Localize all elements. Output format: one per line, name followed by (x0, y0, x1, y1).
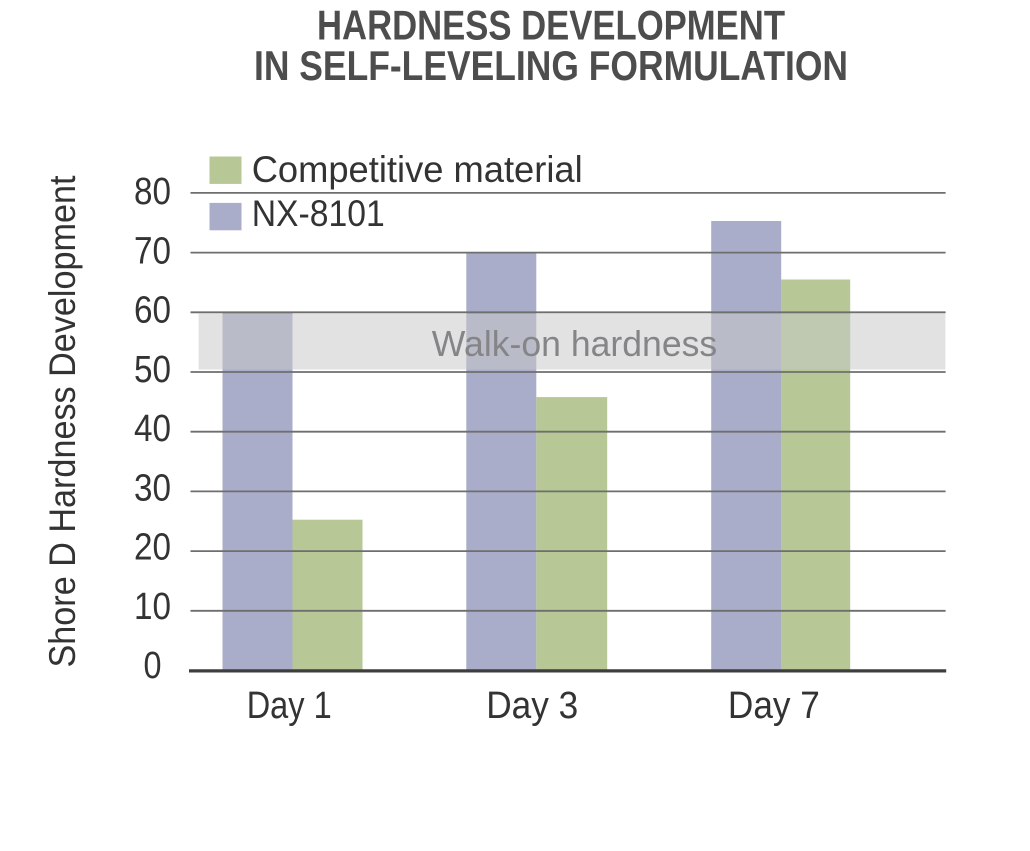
svg-text:50: 50 (134, 349, 171, 391)
svg-text:80: 80 (134, 171, 171, 213)
svg-text:0: 0 (144, 645, 162, 687)
svg-text:70: 70 (134, 230, 171, 272)
svg-text:IN SELF-LEVELING FORMULATION: IN SELF-LEVELING FORMULATION (254, 42, 848, 89)
svg-text:20: 20 (134, 527, 171, 569)
svg-text:30: 30 (134, 467, 171, 509)
svg-text:NX-8101: NX-8101 (252, 193, 385, 234)
svg-text:Day 3: Day 3 (486, 685, 578, 727)
svg-text:HARDNESS DEVELOPMENT: HARDNESS DEVELOPMENT (317, 1, 785, 48)
svg-text:60: 60 (134, 290, 171, 332)
svg-text:Day 7: Day 7 (728, 685, 820, 727)
svg-text:10: 10 (134, 586, 171, 628)
svg-text:Shore D Hardness Development: Shore D Hardness Development (42, 175, 83, 668)
svg-text:Day 1: Day 1 (247, 685, 332, 727)
svg-text:Walk-on hardness: Walk-on hardness (432, 323, 717, 364)
svg-text:Competitive material: Competitive material (252, 149, 583, 190)
svg-text:40: 40 (134, 408, 171, 450)
